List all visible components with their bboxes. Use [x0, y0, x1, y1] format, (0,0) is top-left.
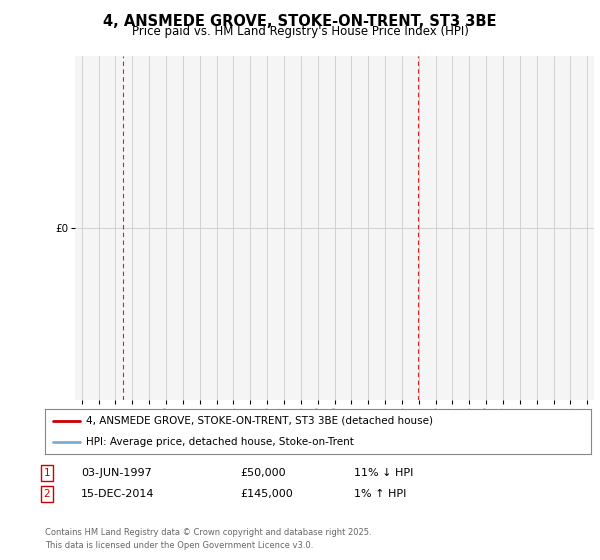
- Text: £50,000: £50,000: [240, 468, 286, 478]
- Text: 4, ANSMEDE GROVE, STOKE-ON-TRENT, ST3 3BE: 4, ANSMEDE GROVE, STOKE-ON-TRENT, ST3 3B…: [103, 14, 497, 29]
- Text: 1: 1: [0, 559, 1, 560]
- Text: £145,000: £145,000: [240, 489, 293, 499]
- Text: 03-JUN-1997: 03-JUN-1997: [81, 468, 152, 478]
- Text: 1% ↑ HPI: 1% ↑ HPI: [354, 489, 406, 499]
- Text: Contains HM Land Registry data © Crown copyright and database right 2025.
This d: Contains HM Land Registry data © Crown c…: [45, 528, 371, 550]
- Text: HPI: Average price, detached house, Stoke-on-Trent: HPI: Average price, detached house, Stok…: [86, 436, 354, 446]
- Text: Price paid vs. HM Land Registry's House Price Index (HPI): Price paid vs. HM Land Registry's House …: [131, 25, 469, 39]
- Text: 2: 2: [43, 489, 50, 499]
- Text: 4, ANSMEDE GROVE, STOKE-ON-TRENT, ST3 3BE (detached house): 4, ANSMEDE GROVE, STOKE-ON-TRENT, ST3 3B…: [86, 416, 433, 426]
- Text: 15-DEC-2014: 15-DEC-2014: [81, 489, 155, 499]
- Text: 1: 1: [43, 468, 50, 478]
- Text: 2: 2: [0, 559, 1, 560]
- Text: 11% ↓ HPI: 11% ↓ HPI: [354, 468, 413, 478]
